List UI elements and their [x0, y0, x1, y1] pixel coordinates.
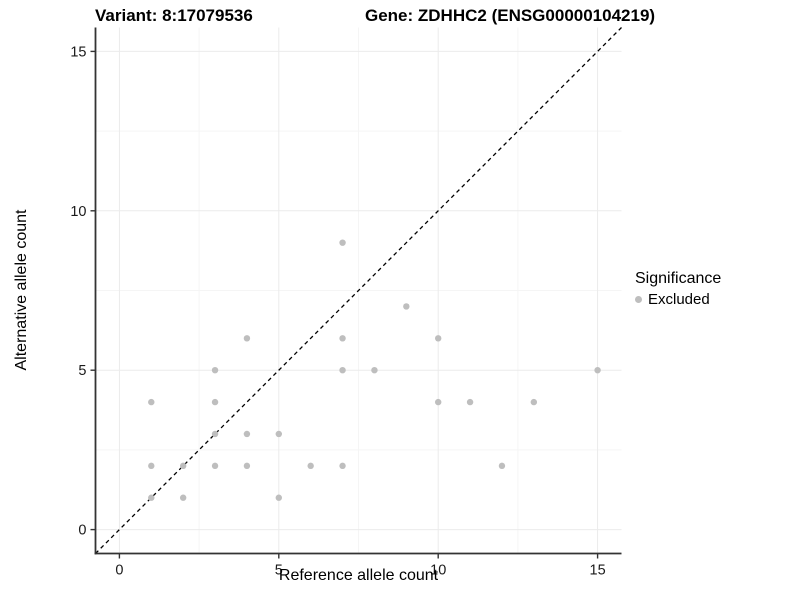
x-tick-label: 5 [275, 563, 283, 579]
data-point [530, 398, 538, 406]
y-tick-label: 0 [78, 523, 86, 539]
data-point [179, 462, 187, 470]
data-point [307, 462, 314, 470]
y-tick-label: 10 [70, 204, 86, 220]
legend-item-label: Excluded [648, 291, 710, 308]
data-point [243, 335, 251, 342]
y-tick-label: 15 [70, 44, 86, 60]
data-point [211, 462, 219, 470]
data-points [148, 239, 601, 501]
data-point [403, 303, 410, 310]
x-tick-label: 0 [115, 563, 123, 579]
x-tick-label: 15 [590, 563, 606, 579]
data-point [466, 398, 474, 406]
data-point [275, 430, 283, 438]
identity-reference-line [95, 27, 622, 554]
x-axis-title: Reference allele count [278, 567, 439, 584]
axes: 0 5 10 15 0 5 10 15 [70, 27, 622, 579]
data-point [243, 430, 251, 438]
data-point [339, 366, 346, 374]
data-point [339, 239, 346, 246]
legend-point-icon [635, 296, 642, 303]
data-point [339, 335, 346, 342]
data-point [211, 430, 219, 438]
data-point [243, 462, 251, 470]
data-point [148, 398, 155, 406]
variant-title: Variant: 8:17079536 [95, 6, 253, 25]
y-axis-title: Alternative allele count [13, 209, 30, 371]
data-point [211, 398, 219, 406]
data-point [339, 462, 346, 470]
data-point [434, 335, 442, 342]
data-point [211, 366, 219, 374]
gene-title: Gene: ZDHHC2 (ENSG00000104219) [365, 6, 656, 25]
data-point [148, 462, 155, 470]
data-point [498, 462, 506, 470]
data-point [148, 494, 155, 501]
data-point [594, 366, 601, 374]
y-tick-label: 5 [78, 363, 86, 379]
gridlines [95, 27, 622, 554]
data-point [275, 494, 283, 501]
data-point [371, 366, 378, 374]
legend: Significance Excluded [635, 270, 721, 308]
legend-item-excluded: Excluded [635, 291, 721, 308]
legend-title: Significance [635, 270, 722, 287]
data-point [434, 398, 442, 406]
data-point [179, 494, 187, 501]
x-tick-label: 10 [430, 563, 446, 579]
